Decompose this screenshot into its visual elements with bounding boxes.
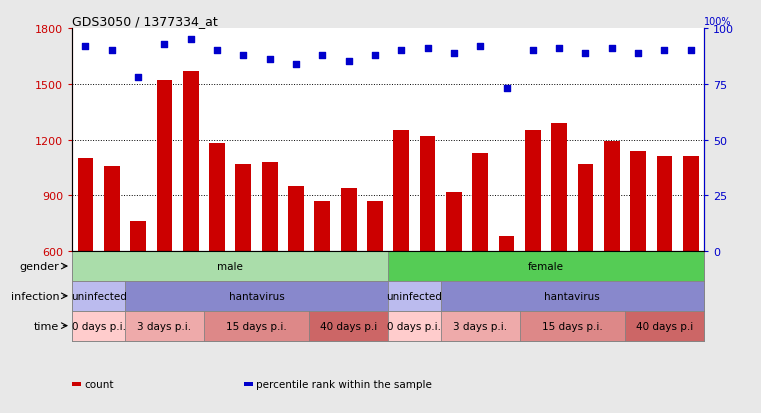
Bar — [441, 311, 520, 341]
Text: 100%: 100% — [704, 17, 731, 27]
Bar — [473, 153, 488, 252]
Bar — [393, 131, 409, 252]
Point — [106, 48, 118, 55]
Bar — [604, 142, 619, 252]
Point — [158, 41, 170, 48]
Bar — [367, 202, 383, 252]
Point — [658, 48, 670, 55]
Point — [290, 61, 302, 68]
Bar — [498, 237, 514, 252]
Text: uninfected: uninfected — [71, 291, 126, 301]
Bar — [551, 123, 567, 252]
Bar — [78, 159, 94, 252]
Point — [395, 48, 407, 55]
Bar — [388, 281, 441, 311]
Point — [606, 46, 618, 52]
Text: GDS3050 / 1377334_at: GDS3050 / 1377334_at — [72, 15, 218, 28]
Bar — [204, 311, 309, 341]
Text: 40 days p.i: 40 days p.i — [636, 321, 693, 331]
Point — [632, 50, 645, 57]
Point — [263, 57, 275, 63]
Point — [527, 48, 539, 55]
Bar — [183, 71, 199, 252]
Text: count: count — [84, 379, 114, 389]
Point — [185, 37, 197, 43]
Bar — [103, 166, 119, 252]
Point — [79, 43, 91, 50]
Text: gender: gender — [19, 261, 59, 271]
Point — [685, 48, 697, 55]
Bar — [125, 281, 388, 311]
Bar — [578, 164, 594, 252]
Text: 15 days p.i.: 15 days p.i. — [542, 321, 603, 331]
Text: time: time — [34, 321, 59, 331]
Bar — [288, 187, 304, 252]
Text: 40 days p.i: 40 days p.i — [320, 321, 377, 331]
Text: 15 days p.i.: 15 days p.i. — [226, 321, 287, 331]
Point — [422, 46, 434, 52]
Text: 0 days p.i.: 0 days p.i. — [72, 321, 126, 331]
Bar — [520, 311, 625, 341]
Bar — [309, 311, 388, 341]
Text: hantavirus: hantavirus — [544, 291, 600, 301]
Bar — [446, 192, 462, 252]
Bar — [72, 311, 125, 341]
Bar — [125, 311, 204, 341]
Bar — [341, 188, 356, 252]
Bar — [388, 252, 704, 281]
Bar — [314, 202, 330, 252]
Bar — [630, 151, 646, 252]
Point — [317, 52, 329, 59]
Text: 0 days p.i.: 0 days p.i. — [387, 321, 441, 331]
Point — [237, 52, 250, 59]
Bar — [420, 137, 435, 252]
Point — [342, 59, 355, 66]
Text: uninfected: uninfected — [387, 291, 442, 301]
Bar — [209, 144, 225, 252]
Bar — [72, 281, 125, 311]
Bar — [72, 252, 388, 281]
Bar — [235, 164, 251, 252]
Text: percentile rank within the sample: percentile rank within the sample — [256, 379, 432, 389]
Text: male: male — [217, 261, 244, 271]
Point — [132, 75, 144, 81]
Point — [474, 43, 486, 50]
Bar — [683, 157, 699, 252]
Point — [501, 86, 513, 93]
Bar — [657, 157, 673, 252]
Point — [369, 52, 381, 59]
Text: 3 days p.i.: 3 days p.i. — [137, 321, 192, 331]
Text: hantavirus: hantavirus — [228, 291, 285, 301]
Point — [553, 46, 565, 52]
Bar — [262, 162, 278, 252]
Point — [211, 48, 223, 55]
Point — [579, 50, 591, 57]
Point — [447, 50, 460, 57]
Bar — [441, 281, 704, 311]
Bar — [625, 311, 704, 341]
Text: 3 days p.i.: 3 days p.i. — [453, 321, 508, 331]
Text: infection: infection — [11, 291, 59, 301]
Bar — [130, 222, 146, 252]
Bar — [388, 311, 441, 341]
Text: female: female — [528, 261, 564, 271]
Bar — [157, 81, 172, 252]
Bar — [525, 131, 541, 252]
